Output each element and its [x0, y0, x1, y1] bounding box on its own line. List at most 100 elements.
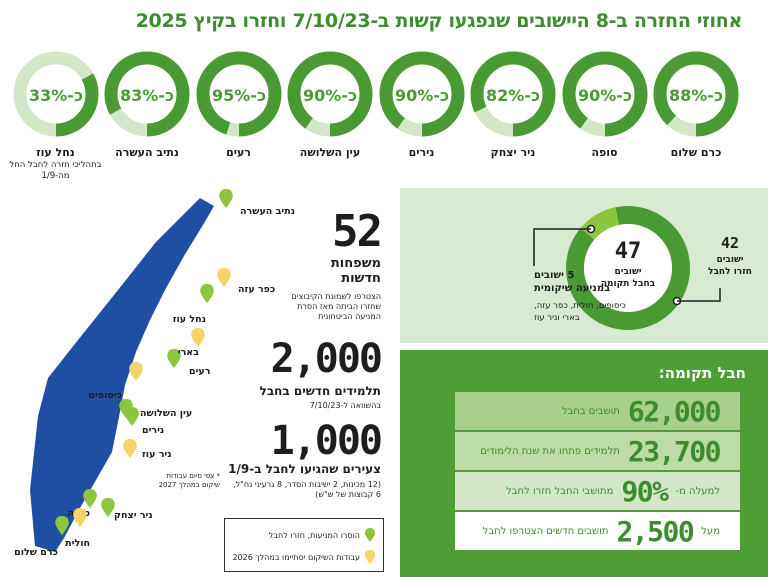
legend-green-label: הוסרו המניעות, חזרו לחבל: [268, 530, 360, 540]
ring-8: כ-33% נחל עוז בתהליכי חזרה לחבל החל מה-1/9: [9, 50, 102, 181]
tkuma-bar-label: תושבים בחבל: [561, 405, 620, 417]
ring-value-arc: [196, 51, 281, 137]
legend-yellow: עבודות השיקום יסתיימו במהלך 2026: [232, 550, 375, 564]
map-pin-label: נחל עוז: [172, 314, 206, 325]
tkuma-bar-row: 23,700 תלמידים פתחו את שנת הלימודים: [455, 432, 740, 470]
map-pin-label: עין השלושה: [140, 408, 193, 419]
ring-2: כ-90% סופה: [561, 50, 649, 159]
gaza-strip-shape: [30, 198, 214, 552]
stat-students-desc: בהשוואה ל-7/10/23: [309, 401, 381, 410]
ring-4: כ-90% נירים: [378, 50, 466, 159]
ring-settlement-name: רעים: [226, 146, 251, 159]
blocked-value-label-2: במניעה שיקומית: [534, 283, 610, 294]
tkuma-bar-value: 2,500: [616, 514, 694, 548]
returned-leader-line: [677, 288, 721, 302]
donut-center: [584, 224, 672, 312]
stat-students-label: תלמידים חדשים בחבל: [259, 384, 381, 398]
ring-settlement-name: כרם שלום: [670, 146, 722, 159]
ring-settlement-name: נתיב העשרה: [115, 146, 179, 159]
map-pin-label: כרם שלום: [14, 547, 58, 558]
ring-value-arc: [13, 51, 98, 137]
ring-settlement-name: נחל עוז: [36, 146, 75, 159]
stat-youth-label: צעירים שהגיעו לחבל ב-1/9: [228, 462, 381, 476]
tkuma-bar-prefix: מעל: [701, 525, 720, 537]
map-pin-label: רעים: [189, 366, 211, 377]
ring-settlement-name: סופה: [591, 146, 618, 159]
stat-students-value: 2,000: [270, 336, 383, 382]
ring-value-label: כ-90%: [395, 86, 449, 105]
donut-total-label-1: ישובים: [615, 267, 642, 277]
yellow-pin-icon: [123, 439, 137, 458]
map-pin-label: בארי: [177, 347, 199, 358]
stat-youth-desc: (12 מכינות, 2 ישיבות הסדר, 8 גרעיני נח"ל…: [233, 480, 381, 499]
ring-name: עין השלושה: [274, 146, 386, 160]
page-title: אחוזי החזרה ב-8 היישובים שנפגעו קשות ב-7…: [135, 10, 743, 32]
settlements-donut: 47 ישובים בחבל תקומה 42 ישובים חזרו לחבל…: [533, 206, 752, 330]
ring-name: נתיב העשרה: [91, 146, 203, 160]
green-pin-icon: [125, 407, 139, 426]
ring-settlement-name: ניר יצחק: [490, 146, 536, 159]
blocked-note-1: כיסופים, חולית, כפר עזה,: [534, 301, 626, 311]
legend-green: הוסרו המניעות, חזרו לחבל: [269, 528, 375, 542]
ring-value-label: כ-82%: [486, 86, 540, 105]
map-pin-label: כיסופים: [88, 390, 122, 401]
returned-label-1: ישובים: [717, 255, 744, 265]
blocked-value-label-1: 5 ישובים: [534, 270, 574, 281]
map-note: * צפי סיום עבודות שיקום במהלך 2027: [158, 472, 220, 489]
tkuma-bar-row: 62,000 תושבים בחבל: [455, 392, 740, 430]
ring-value-label: כ-33%: [29, 86, 83, 105]
tkuma-bar-label: תלמידים פתחו את שנת הלימודים: [480, 445, 620, 457]
donut-returned-arc: [566, 206, 690, 330]
ring-value-label: כ-90%: [303, 86, 357, 105]
ring-name: ניר יצחק: [457, 146, 569, 160]
ring-value-arc: [653, 51, 739, 137]
yellow-pin-icon: [365, 550, 375, 564]
legend-yellow-label: עבודות השיקום יסתיימו במהלך 2026: [232, 552, 360, 562]
stat-youth-value: 1,000: [270, 418, 383, 464]
ring-7: כ-83% נתיב העשרה: [103, 50, 191, 159]
donut-blocked-arc: [566, 206, 690, 330]
stat-families-label: משפחות חדשות: [331, 256, 381, 286]
ring-name: כרם שלום: [640, 146, 752, 160]
ring-settlement-name: עין השלושה: [299, 146, 361, 159]
donut-total: 47: [615, 239, 642, 264]
stat-families-label-2: חדשות: [341, 271, 381, 286]
blocked-note-2: בארי וניר עוז: [534, 313, 580, 323]
map-pin-label: נירים: [142, 425, 165, 436]
stat-families-desc: הצטרפו לשמונת הקיבוצים שחזרו הביתה מאז ה…: [291, 292, 381, 321]
ring-value-label: כ-83%: [120, 86, 174, 105]
tkuma-bar-row: מעל 2,500 תושבים חדשים הצטרפו לחבל: [455, 512, 740, 550]
ring-value-label: כ-88%: [669, 86, 723, 105]
map-pin-label: חולית: [65, 538, 90, 549]
stat-families-label-1: משפחות: [330, 256, 381, 271]
green-pin-icon: [55, 516, 69, 535]
tkuma-bar-label: תושבים חדשים הצטרפו לחבל: [482, 525, 609, 537]
ring-name: סופה: [549, 146, 661, 160]
tkuma-bar-row: למעלה מ- 90% מתושבי החבל חזרו לחבל: [455, 472, 740, 510]
tkuma-bar-value: 62,000: [627, 394, 722, 428]
ring-name: רעים: [183, 146, 295, 160]
map-pin-label: כפר עזה: [238, 284, 276, 295]
tkuma-bar-value: 23,700: [627, 434, 722, 468]
map-pin-label: ניר יצחק: [114, 510, 153, 521]
green-pin-icon: [200, 284, 214, 303]
ring-value-arc: [470, 51, 556, 137]
map-pin-label: ניר עוז: [142, 449, 172, 460]
ring-1: כ-88% כרם שלום: [652, 50, 740, 159]
returned-label-2: חזרו לחבל: [708, 267, 752, 277]
tkuma-bar-value: 90%: [621, 474, 669, 508]
gaza-envelope-map: [30, 198, 214, 552]
ring-value-arc: [104, 51, 190, 137]
ring-6: כ-95% רעים: [195, 50, 283, 159]
tkuma-bar-label: מתושבי החבל חזרו לחבל: [506, 485, 614, 497]
blocked-leader-line: [533, 228, 591, 266]
ring-5: כ-90% עין השלושה: [286, 50, 374, 159]
green-pin-icon: [167, 349, 181, 368]
ring-3: כ-82% ניר יצחק: [469, 50, 557, 159]
map-pin-label: נתיב העשרה: [240, 206, 295, 217]
yellow-pin-icon: [129, 362, 143, 381]
donut-total-label-2: בחבל תקומה: [601, 279, 656, 289]
green-pin-icon: [83, 489, 97, 508]
ring-note: בתהליכי חזרה לחבל החל מה-1/9: [9, 160, 102, 181]
tkuma-bar-prefix: למעלה מ-: [675, 485, 720, 497]
